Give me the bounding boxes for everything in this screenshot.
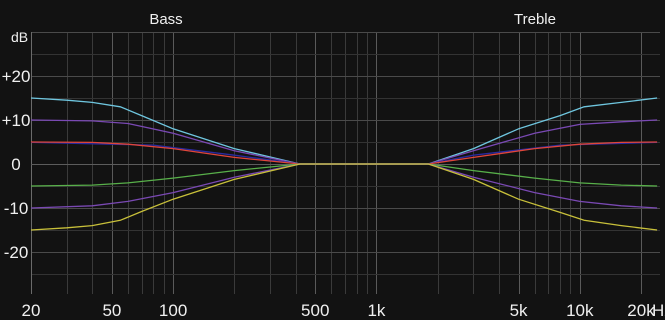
y-tick-label: 0 [11,155,20,174]
x-tick-label: 50 [102,301,121,320]
y-tick-label: +10 [2,111,31,130]
y-tick-label: -20 [4,243,29,262]
y-unit-label: dB [11,29,28,45]
eq-curves [30,97,658,231]
x-tick-label: 5k [510,301,528,320]
x-tick-label: 10k [566,301,594,320]
axis-labels: Bass Treble dB Hz +20 +10 0 -10 -20 20 50 100 50… [2,11,665,320]
x-tick-label: 100 [159,301,187,320]
y-tick-label: -10 [4,199,29,218]
bass-label: Bass [149,11,182,28]
x-tick-label: 20k [627,301,655,320]
x-tick-label: 1k [367,301,385,320]
eq-curve-7 [30,163,658,231]
treble-label: Treble [514,11,556,28]
x-tick-label: 500 [301,301,329,320]
grid [31,32,660,294]
x-tick-label: 20 [22,301,41,320]
x-unit-label: Hz [652,301,665,320]
y-tick-label: +20 [2,67,31,86]
